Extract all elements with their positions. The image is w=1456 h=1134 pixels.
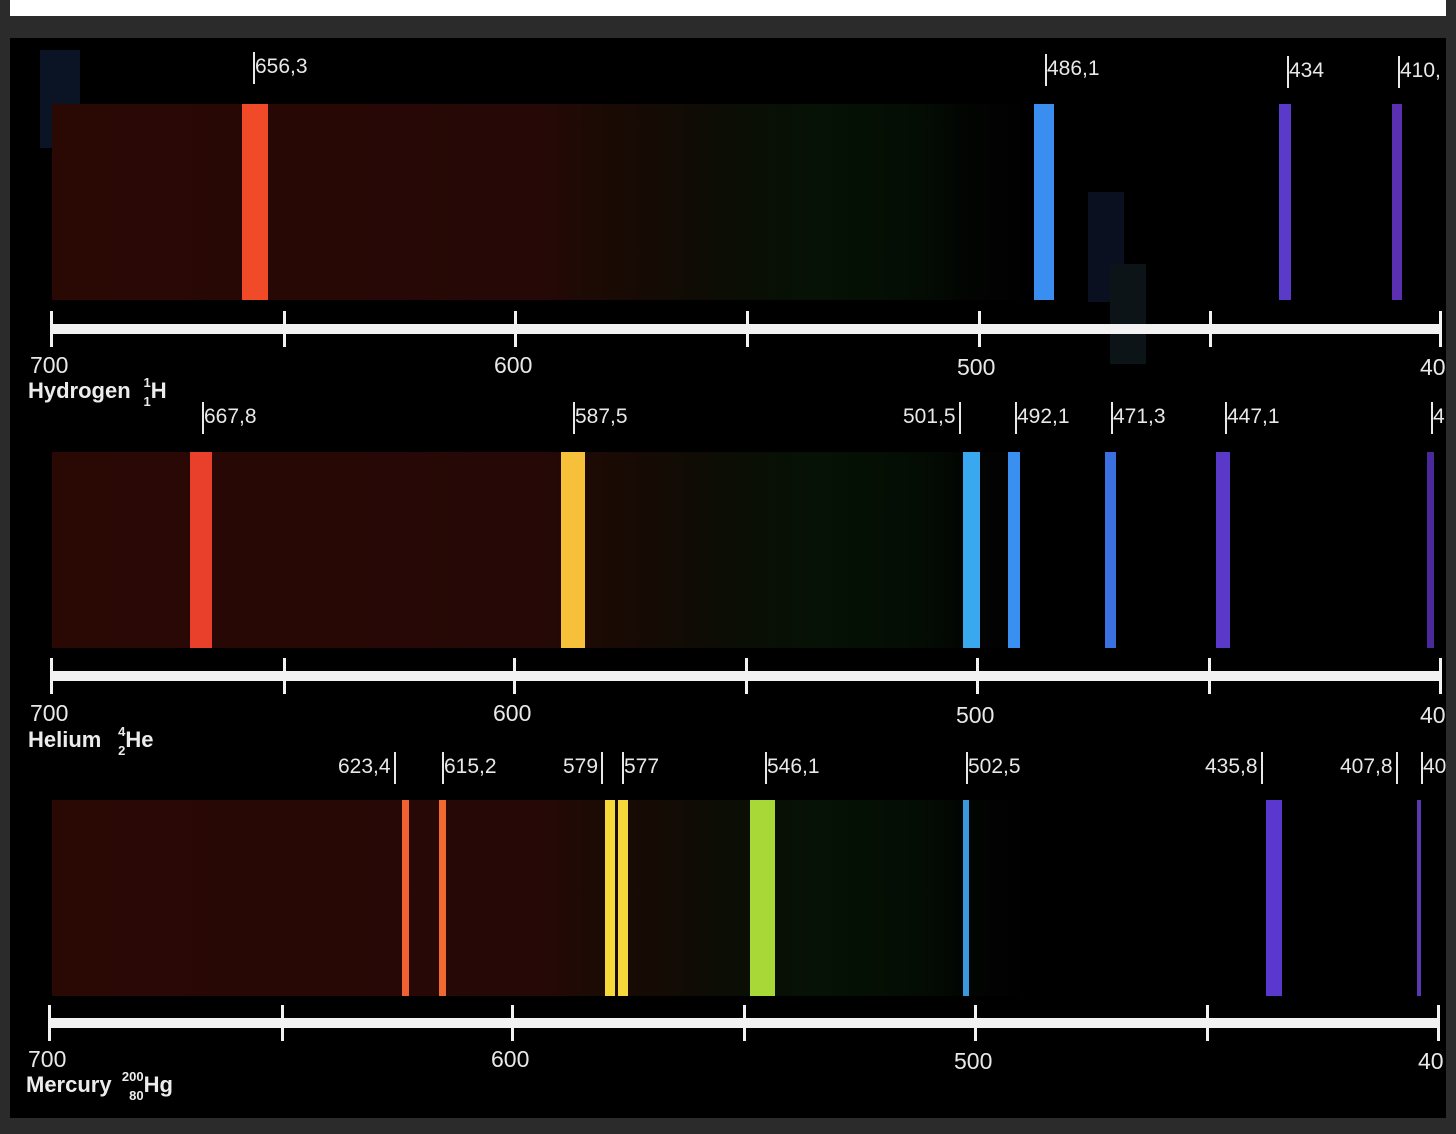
emission-line-486 (1034, 104, 1054, 300)
line-label-546: 546,1 (762, 752, 820, 784)
tick-label-500: 500 (954, 1048, 993, 1074)
tick-700 (50, 658, 53, 694)
emission-line-407 (1417, 800, 1421, 996)
tick-label-700: 700 (30, 352, 69, 378)
element-label-hydrogen: Hydrogen 1 1 H (28, 375, 167, 409)
tick-600 (514, 311, 517, 347)
emission-line-502 (963, 800, 969, 996)
line-label-447: 447,1 (1222, 402, 1280, 434)
emission-line-579 (605, 800, 615, 996)
tick-label-500: 500 (956, 702, 995, 728)
line-label-577: 577 (619, 752, 659, 784)
line-label-407: 407,8 (1340, 752, 1401, 784)
line-label-434: 434 (1284, 56, 1324, 88)
tick-label-700: 700 (30, 700, 69, 726)
tick-400 (1437, 1005, 1440, 1041)
emission-line-410 (1392, 104, 1402, 300)
wavelength-axis (48, 1005, 1440, 1041)
line-label-486: 486,1 (1042, 54, 1100, 86)
line-label-579: 579 (563, 752, 606, 784)
element-label-helium: Helium 4 2 He (28, 724, 154, 758)
line-label-615: 615,2 (439, 752, 497, 784)
tick-550 (743, 1005, 746, 1041)
emission-line-587 (561, 452, 585, 648)
tick-550 (746, 311, 749, 347)
tick-500 (976, 658, 979, 694)
tick-400 (1439, 658, 1442, 694)
spectra-figure: 656,3 486,1 434 410, 700 600 500 40 Hydr… (10, 38, 1446, 1118)
line-label-410: 410, (1395, 56, 1441, 88)
tick-600 (511, 1005, 514, 1041)
tick-label-400: 40 (1420, 702, 1446, 728)
tick-650 (283, 658, 286, 694)
line-label-492: 492,1 (1012, 402, 1070, 434)
tick-500 (974, 1005, 977, 1041)
tick-700 (48, 1005, 51, 1041)
top-white-bar (10, 0, 1446, 16)
emission-line-615 (439, 800, 446, 996)
line-label-623: 623,4 (338, 752, 399, 784)
tick-400 (1439, 311, 1442, 347)
tick-500 (978, 311, 981, 347)
tick-label-600: 600 (491, 1046, 530, 1072)
scan-artifact (1110, 264, 1146, 364)
tick-650 (281, 1005, 284, 1041)
line-label-587: 587,5 (570, 402, 628, 434)
tick-label-600: 600 (493, 700, 532, 726)
line-label-404: 40 (1418, 752, 1446, 784)
helium-band (52, 452, 1446, 648)
wavelength-axis (50, 311, 1442, 347)
emission-line-434 (1279, 104, 1291, 300)
line-label-402: 4 (1428, 402, 1445, 434)
emission-line-623 (402, 800, 409, 996)
emission-line-471 (1105, 452, 1116, 648)
line-label-471: 471,3 (1108, 402, 1166, 434)
emission-line-402 (1427, 452, 1434, 648)
emission-line-501 (963, 452, 980, 648)
line-label-667: 667,8 (199, 402, 257, 434)
emission-line-667 (190, 452, 212, 648)
tick-label-500: 500 (957, 354, 996, 380)
element-label-mercury: Mercury 200 80 Hg (26, 1069, 173, 1103)
emission-line-577 (618, 800, 628, 996)
wavelength-axis (50, 658, 1442, 694)
tick-450 (1209, 311, 1212, 347)
mercury-band (52, 800, 1446, 996)
tick-700 (50, 311, 53, 347)
emission-line-435 (1266, 800, 1282, 996)
tick-label-700: 700 (28, 1046, 67, 1072)
tick-450 (1208, 658, 1211, 694)
line-label-502: 502,5 (963, 752, 1021, 784)
line-label-501: 501,5 (903, 402, 964, 434)
emission-line-447 (1216, 452, 1230, 648)
tick-450 (1206, 1005, 1209, 1041)
tick-650 (283, 311, 286, 347)
line-label-656: 656,3 (250, 52, 308, 84)
emission-line-656 (242, 104, 268, 300)
line-label-435: 435,8 (1205, 752, 1266, 784)
tick-label-400: 40 (1418, 1048, 1444, 1074)
emission-line-492 (1008, 452, 1020, 648)
tick-label-400: 40 (1420, 354, 1446, 380)
emission-line-546 (750, 800, 775, 996)
tick-label-600: 600 (494, 352, 533, 378)
hydrogen-band (52, 104, 1446, 300)
tick-600 (513, 658, 516, 694)
tick-550 (745, 658, 748, 694)
